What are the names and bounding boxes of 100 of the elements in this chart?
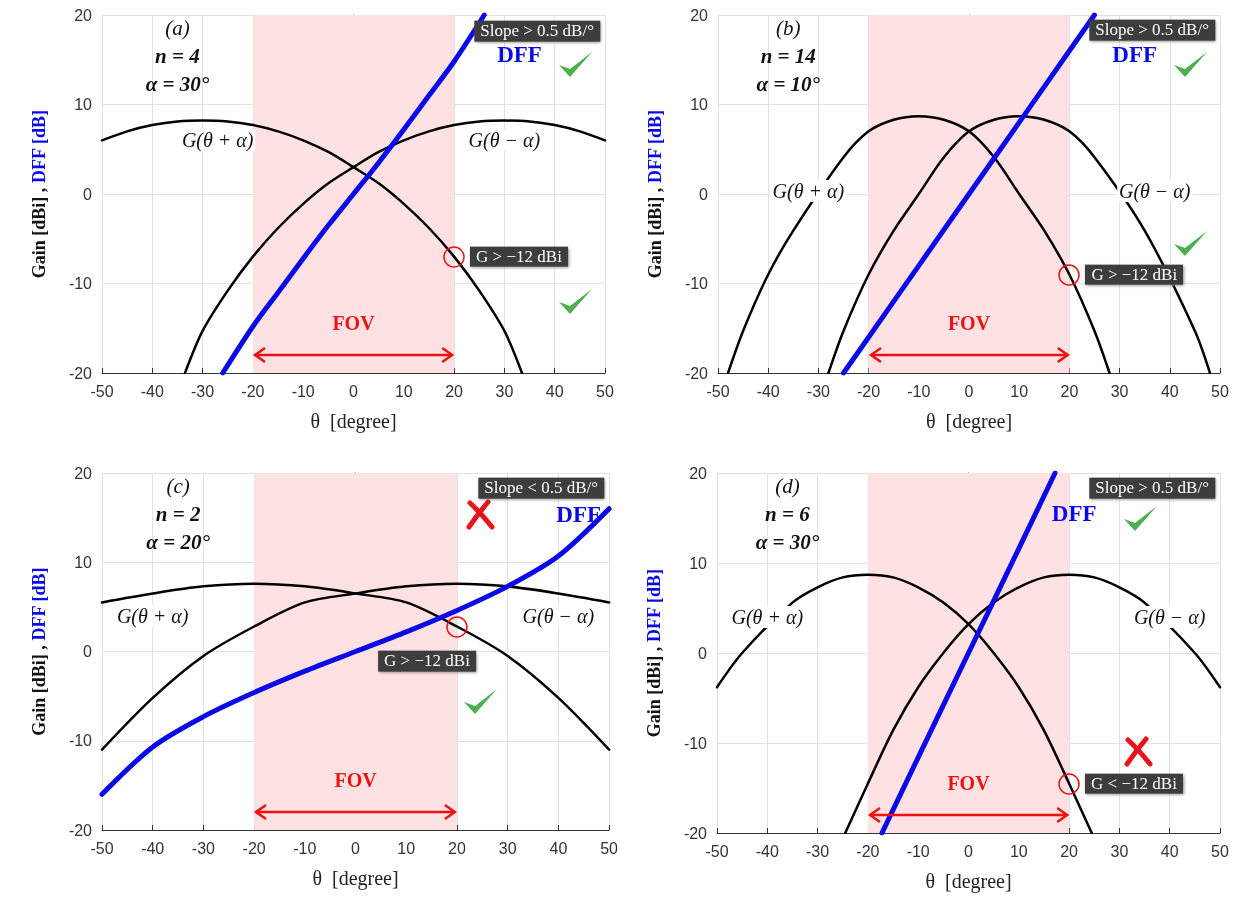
series-label: DFF: [556, 502, 602, 528]
x-tick-label: 30: [498, 839, 517, 857]
x-tick-label: 0: [964, 382, 974, 400]
y-axis-title: Gain [dBi] , DFF [dB]: [29, 567, 49, 736]
y-tick-label: -10: [68, 732, 93, 750]
x-tick-label: 20: [448, 839, 466, 857]
x-tick-label: -10: [906, 842, 930, 860]
annotation: (b): [776, 16, 801, 41]
x-tick-label: -10: [907, 382, 931, 400]
line-series: [100, 582, 611, 751]
x-tick-label: -50: [90, 839, 114, 857]
y-tick-label: 0: [698, 644, 708, 662]
x-tick-label: 40: [549, 839, 568, 857]
x-tick-label: -50: [706, 382, 730, 400]
band-label: FOV: [334, 769, 378, 791]
series-label: DFF: [1112, 42, 1158, 68]
y-tick-label: 10: [74, 553, 93, 571]
x-tick-label: -50: [90, 382, 114, 400]
y-tick-label: -10: [684, 275, 709, 292]
y-tick-label: -10: [68, 275, 93, 292]
annotation: G < −12 dBi: [1085, 773, 1183, 794]
annotation: α = 30°: [145, 72, 210, 97]
series-label: DFF: [497, 42, 542, 68]
x-tick-label: 30: [1110, 842, 1129, 860]
series-label: G(θ + α): [729, 606, 806, 628]
x-tick-label: -30: [806, 382, 831, 400]
y-tick-label: -20: [683, 824, 708, 842]
y-tick-label: 0: [699, 185, 709, 203]
y-tick-label: 0: [83, 185, 93, 203]
y-axis-title: Gain [dBi] , DFF [dB]: [645, 110, 665, 279]
x-tick-label: 20: [1060, 382, 1079, 400]
y-axis-title: Gain [dBi] , DFF [dB]: [29, 110, 49, 279]
x-tick-label: -30: [191, 839, 216, 857]
series-label: G(θ − α): [1116, 180, 1193, 203]
annotation: Slope > 0.5 dB/°: [474, 20, 600, 42]
series-label: G(θ − α): [520, 604, 597, 627]
y-tick-label: 20: [689, 464, 708, 482]
series-label: G(θ + α): [770, 180, 847, 203]
series-label: G(θ − α): [1131, 606, 1208, 628]
series-label: DFF: [1051, 500, 1097, 527]
x-tick-label: 10: [1009, 842, 1028, 860]
x-axis-title: θ [degree]: [310, 410, 397, 433]
x-tick-label: -10: [293, 839, 317, 857]
annotation: Slope > 0.5 dB/°: [1089, 477, 1215, 499]
x-tick-label: -10: [291, 382, 315, 400]
series-label: G(θ − α): [466, 129, 543, 152]
x-tick-label: 10: [394, 382, 413, 400]
annotation: Slope < 0.5 dB/°: [478, 477, 605, 499]
x-tick-label: 0: [964, 842, 974, 860]
x-tick-label: 40: [1160, 842, 1179, 860]
x-tick-label: -20: [857, 382, 881, 400]
y-tick-label: -10: [683, 734, 708, 752]
x-tick-label: 0: [349, 382, 359, 400]
x-tick-label: 40: [545, 382, 564, 400]
y-axis-title: Gain [dBi] , DFF [dB]: [644, 569, 664, 738]
band-label: FOV: [947, 312, 991, 334]
annotation: (c): [166, 474, 190, 499]
x-tick-label: -30: [191, 382, 215, 400]
x-axis-title: θ [degree]: [925, 870, 1012, 893]
series-label: G(θ + α): [114, 604, 191, 627]
x-tick-label: 50: [596, 382, 614, 400]
x-tick-label: 10: [397, 839, 416, 857]
annotation: α = 30°: [755, 530, 820, 555]
annotation: G > −12 dBi: [378, 651, 476, 672]
band-label: FOV: [332, 312, 376, 334]
x-tick-label: 0: [351, 839, 361, 857]
y-tick-label: 20: [74, 6, 93, 24]
y-tick-label: 20: [690, 6, 709, 24]
annotation: α = 20°: [146, 530, 210, 555]
annotation: Slope > 0.5 dB/°: [1089, 19, 1215, 41]
y-tick-label: 10: [690, 96, 709, 113]
y-tick-label: 0: [83, 643, 93, 660]
x-tick-label: 20: [1060, 842, 1079, 860]
annotation: G > −12 dBi: [1085, 264, 1184, 285]
y-tick-label: -20: [684, 364, 709, 382]
x-tick-label: -30: [806, 842, 830, 860]
y-tick-label: 20: [74, 464, 93, 482]
x-tick-label: 20: [445, 382, 464, 400]
annotation: α = 10°: [756, 72, 821, 97]
series-label: G(θ + α): [179, 129, 256, 152]
x-axis-title: θ [degree]: [925, 410, 1013, 433]
x-tick-label: -40: [140, 382, 164, 400]
x-tick-label: 30: [495, 382, 514, 400]
y-tick-label: 10: [689, 554, 708, 572]
annotation: n = 14: [760, 44, 816, 69]
annotation: (d): [775, 474, 800, 499]
x-tick-label: -40: [141, 839, 165, 857]
y-tick-label: -20: [68, 364, 93, 382]
annotation: G > −12 dBi: [470, 246, 568, 267]
x-tick-label: 50: [1211, 382, 1229, 400]
x-tick-label: -40: [755, 842, 779, 860]
annotation: (a): [165, 16, 190, 41]
band-label: FOV: [947, 772, 991, 794]
x-tick-label: 10: [1010, 382, 1029, 400]
x-tick-label: -40: [756, 382, 780, 400]
x-tick-label: -20: [242, 839, 266, 857]
x-tick-label: 50: [600, 839, 619, 857]
y-tick-label: 10: [74, 96, 93, 113]
x-tick-label: 30: [1110, 382, 1129, 400]
annotation: n = 4: [155, 44, 200, 69]
